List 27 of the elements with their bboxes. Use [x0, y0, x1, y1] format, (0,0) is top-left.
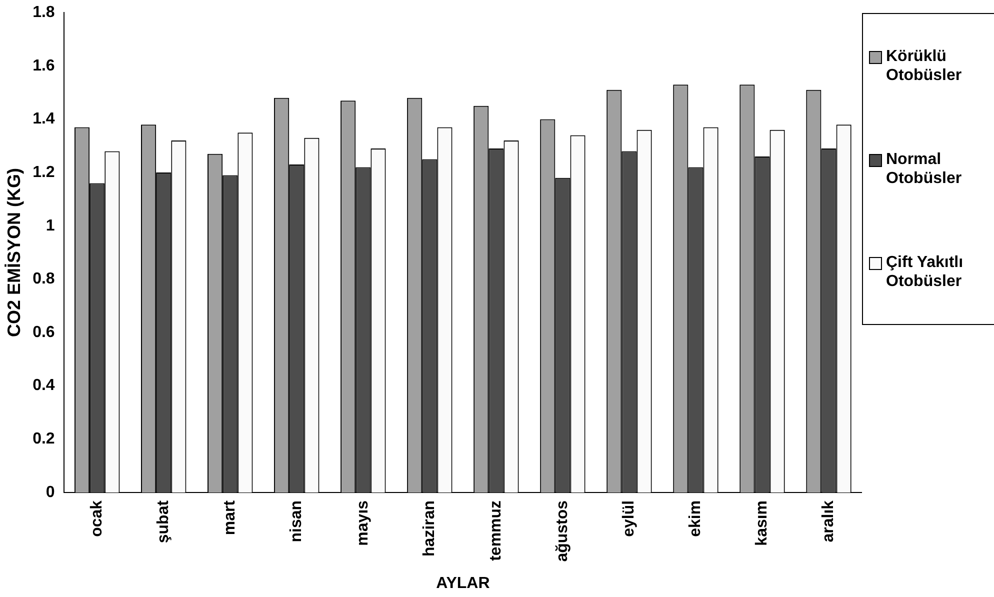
text: Çift Yakıtlı Otobüsler — [886, 253, 964, 292]
x-tick-label: ağustos — [554, 500, 572, 562]
x-tick-label: kasım — [754, 500, 771, 546]
x-tick-label: eylül — [620, 500, 638, 537]
y-tick-label: 0.6 — [32, 324, 55, 341]
x-tick-label: ocak — [88, 500, 106, 537]
y-tick-label: 0 — [46, 484, 55, 501]
x-tick-label: ekim — [687, 500, 704, 537]
y-tick-label: 1.8 — [32, 4, 55, 22]
x-tick-label: mart — [222, 500, 239, 536]
x-tick-label: aralık — [820, 500, 838, 542]
x-tick-label: nisan — [288, 500, 306, 542]
y-axis-title: CO2 EMİSYON (KG) — [4, 168, 24, 338]
legend-label: Körüklü Otobüsler — [886, 46, 963, 85]
y-tick-label: 1.2 — [32, 164, 55, 181]
y-tick-label: 0.8 — [32, 270, 55, 288]
y-tick-label: 1.4 — [32, 110, 55, 128]
x-axis-title: AYLAR — [436, 574, 490, 592]
x-tick-label: haziran — [421, 500, 438, 556]
y-tick-label: 0.2 — [32, 430, 55, 448]
y-tick-label: 1 — [46, 217, 55, 234]
x-tick-label: şubat — [155, 500, 172, 544]
y-tick-label: 1.6 — [32, 57, 55, 74]
legend-label: Normal Otobüsler — [886, 150, 963, 188]
x-tick-label: mayıs — [354, 500, 372, 546]
y-tick-label: 0.4 — [32, 377, 55, 394]
x-tick-label: temmuz — [488, 500, 505, 561]
